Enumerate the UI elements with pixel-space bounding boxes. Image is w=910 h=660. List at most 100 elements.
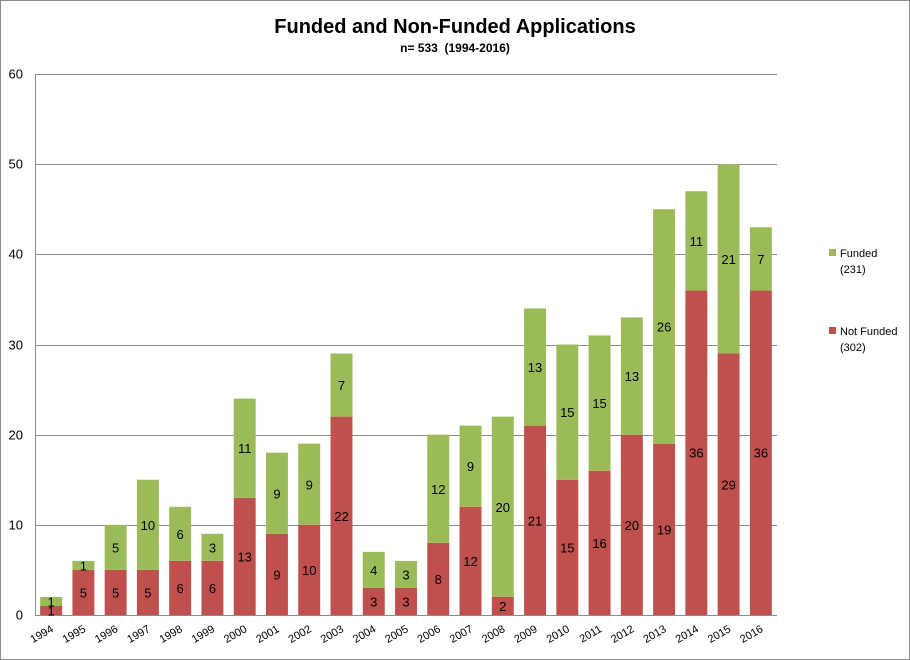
bar-segment: [717, 353, 740, 615]
data-label: 2: [499, 599, 506, 614]
data-label: 29: [721, 477, 735, 492]
data-label: 8: [435, 572, 442, 587]
bar-segment: [653, 209, 676, 444]
bar-segment: [136, 479, 159, 570]
data-label: 11: [238, 441, 252, 456]
data-label: 9: [467, 459, 474, 474]
data-label: 22: [334, 509, 348, 524]
data-label: 4: [370, 563, 377, 578]
bar-segment: [491, 596, 514, 615]
data-label: 9: [273, 486, 280, 501]
bar-segment: [620, 434, 643, 615]
bar-segment: [104, 524, 127, 570]
data-label: 9: [306, 477, 313, 492]
bar-segment: [588, 470, 611, 615]
data-label: 3: [402, 594, 409, 609]
bar-segment: [427, 542, 450, 615]
bar-segment: [201, 560, 224, 615]
bar-segment: [717, 164, 740, 354]
y-tick-label: 60: [9, 67, 23, 82]
y-tick-label: 10: [9, 518, 23, 533]
bar-segment: [233, 497, 256, 615]
data-label: 1: [80, 558, 87, 573]
y-tick-label: 30: [9, 338, 23, 353]
legend-count: (231): [840, 264, 866, 276]
legend-count: (302): [840, 342, 866, 354]
bar-segment: [556, 344, 579, 480]
bar-segment: [40, 605, 63, 615]
y-axis-ticks: 0 10 20 30 40 50 60: [9, 67, 23, 623]
bar-segment: [653, 443, 676, 615]
bar-segment: [136, 569, 159, 615]
chart-subtitle: n= 533 (1994-2016): [400, 41, 510, 55]
bar-segment: [72, 569, 95, 615]
data-label: 3: [209, 540, 216, 555]
y-tick-label: 0: [16, 608, 23, 623]
bar-segment: [524, 308, 547, 426]
data-label: 21: [528, 513, 542, 528]
data-label: 16: [592, 536, 606, 551]
bar-segment: [491, 416, 514, 597]
data-label: 5: [144, 585, 151, 600]
legend: Funded (231) Not Funded (302): [829, 248, 897, 354]
data-label: 6: [177, 581, 184, 596]
bar-segment: [685, 290, 708, 615]
legend-label: Not Funded: [840, 326, 897, 338]
data-label: 1: [48, 603, 55, 618]
data-label: 26: [657, 319, 671, 334]
data-label: 10: [302, 563, 316, 578]
data-label: 21: [721, 252, 735, 267]
data-label: 3: [402, 567, 409, 582]
bar-segment: [459, 506, 482, 615]
data-label: 7: [338, 378, 345, 393]
data-label: 20: [625, 518, 639, 533]
data-label: 6: [177, 527, 184, 542]
bar-segment: [265, 533, 288, 615]
bar-segment: [330, 353, 353, 417]
bar-segment: [588, 335, 611, 471]
bar-segment: [685, 191, 708, 291]
bar-segment: [427, 434, 450, 543]
bar-segment: [459, 425, 482, 507]
data-label: 13: [237, 549, 251, 564]
legend-swatch: [829, 249, 836, 256]
bar-segment: [362, 551, 385, 588]
bar-segment: [265, 452, 288, 534]
data-label: 5: [112, 585, 119, 600]
bar-segment: [395, 587, 417, 615]
data-label: 1: [48, 594, 55, 609]
legend-label: Funded: [840, 248, 877, 260]
data-label: 3: [370, 594, 377, 609]
data-label: 15: [560, 540, 574, 555]
y-tick-label: 40: [9, 247, 23, 262]
data-label: 6: [209, 581, 216, 596]
data-label: 13: [528, 360, 542, 375]
bar-segment: [362, 587, 385, 615]
bar-segment: [298, 443, 321, 525]
bar-segment: [72, 560, 95, 570]
bar-segment: [104, 569, 127, 615]
y-tick-label: 50: [9, 157, 23, 172]
legend-item: Not Funded (302): [829, 326, 897, 354]
bar-segment: [298, 524, 321, 615]
data-label: 15: [560, 405, 574, 420]
bar-segment: [524, 425, 547, 615]
y-tick-label: 20: [9, 428, 23, 443]
legend-swatch: [829, 327, 836, 334]
data-label: 5: [112, 540, 119, 555]
bar-segment: [620, 317, 643, 435]
bar-segment: [201, 533, 224, 561]
bar-segment: [169, 506, 192, 561]
bar-segment: [556, 479, 579, 615]
chart-title: Funded and Non-Funded Applications: [274, 16, 635, 38]
bar-segment: [233, 398, 256, 498]
data-label: 12: [463, 554, 477, 569]
data-label: 7: [757, 252, 764, 267]
bar-segment: [749, 290, 772, 615]
bars: [40, 164, 772, 615]
data-label: 11: [690, 234, 704, 249]
data-label: 36: [689, 446, 703, 461]
bar-segment: [749, 227, 772, 291]
